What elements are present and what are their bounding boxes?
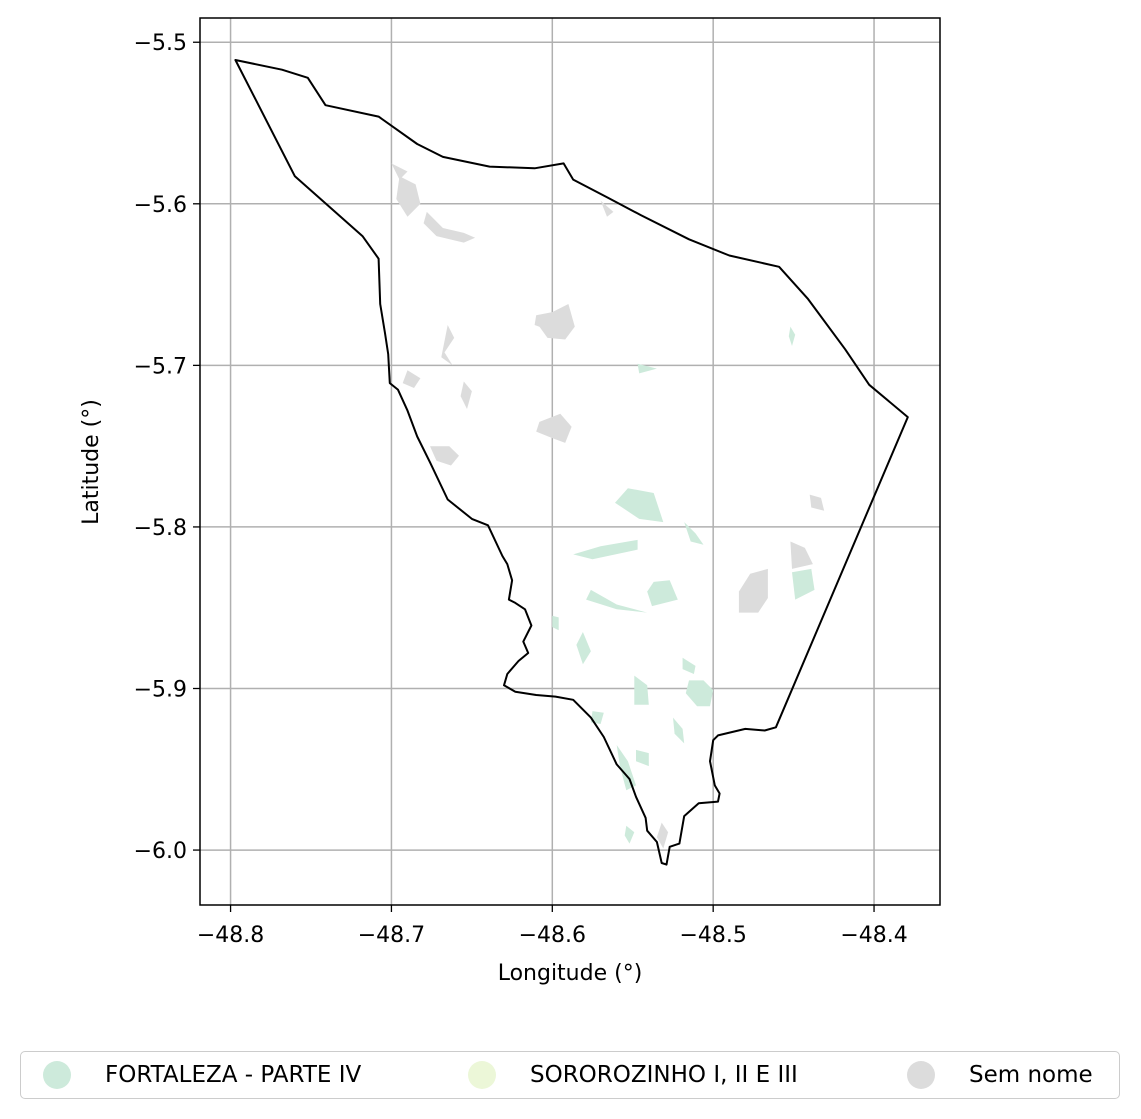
plot-area-border <box>199 17 941 906</box>
area-fortaleza <box>615 488 664 523</box>
area-fortaleza <box>586 589 648 613</box>
area-fortaleza <box>576 632 591 665</box>
area-fortaleza <box>685 680 714 707</box>
area-sem-nome <box>402 370 421 388</box>
legend-marker-fortaleza <box>43 1061 71 1089</box>
area-fortaleza <box>673 717 685 744</box>
y-tick-label: −5.9 <box>134 678 187 703</box>
area-fortaleza <box>647 580 678 607</box>
y-axis-label: Latitude (°) <box>79 399 104 525</box>
y-tick-label: −5.8 <box>134 516 187 541</box>
axis-ticks: −48.8 −48.7 −48.6 −48.5 −48.4 −5.5 −5.6 −5.7 −5.… <box>134 31 908 948</box>
legend-marker-sem-nome <box>907 1061 935 1089</box>
area-fortaleza <box>792 568 815 600</box>
area-fortaleza <box>573 539 638 560</box>
area-sem-nome <box>396 176 421 217</box>
x-tick-label: −48.8 <box>197 923 264 948</box>
x-tick-label: −48.7 <box>358 923 425 948</box>
area-sem-nome <box>430 446 459 466</box>
area-fortaleza <box>636 749 649 767</box>
legend-marker-sororozinho <box>468 1061 496 1089</box>
area-fortaleza <box>788 326 796 346</box>
legend-label-fortaleza: FORTALEZA - PARTE IV <box>105 1062 362 1088</box>
y-tick-label: −5.6 <box>134 193 187 218</box>
area-sem-nome <box>391 163 408 180</box>
area-fortaleza <box>624 825 635 844</box>
y-tick-label: −6.0 <box>134 839 187 864</box>
municipality-boundary <box>234 59 909 866</box>
area-sem-nome <box>809 494 825 511</box>
legend-item-fortaleza: FORTALEZA - PARTE IV <box>43 1052 361 1098</box>
area-sem-nome <box>441 325 455 366</box>
plot-area-frame <box>200 18 940 905</box>
area-sem-nome <box>460 381 472 409</box>
area-fortaleza <box>634 675 649 705</box>
legend-label-sororozinho: SOROROZINHO I, II E III <box>530 1062 798 1088</box>
x-tick-label: −48.4 <box>840 923 907 948</box>
area-fortaleza <box>684 522 704 545</box>
area-sem-nome <box>600 200 614 217</box>
area-sem-nome <box>423 211 476 243</box>
legend: FORTALEZA - PARTE IV SOROROZINHO I, II E… <box>20 1051 1120 1099</box>
area-fortaleza <box>552 615 559 631</box>
area-sem-nome <box>656 822 669 849</box>
y-tick-label: −5.5 <box>134 31 187 56</box>
y-tick-label: −5.7 <box>134 354 187 379</box>
map-figure: −48.8 −48.7 −48.6 −48.5 −48.4 −5.5 −5.6 −5.7 −5.… <box>79 17 941 986</box>
boundary-outline <box>234 59 909 866</box>
area-fortaleza <box>616 745 636 791</box>
area-fortaleza <box>637 363 657 374</box>
area-sem-nome <box>738 568 768 613</box>
area-fortaleza <box>682 657 696 674</box>
map-features <box>391 163 825 849</box>
area-sem-nome <box>539 304 575 340</box>
legend-label-sem-nome: Sem nome <box>969 1062 1093 1088</box>
legend-item-sem-nome: Sem nome <box>907 1052 1093 1098</box>
area-sem-nome <box>790 541 813 569</box>
x-tick-label: −48.5 <box>679 923 746 948</box>
legend-item-sororozinho: SOROROZINHO I, II E III <box>468 1052 798 1098</box>
x-tick-label: −48.6 <box>519 923 586 948</box>
area-sem-nome <box>536 413 572 443</box>
area-sem-nome <box>534 312 558 334</box>
x-axis-label: Longitude (°) <box>498 961 643 986</box>
